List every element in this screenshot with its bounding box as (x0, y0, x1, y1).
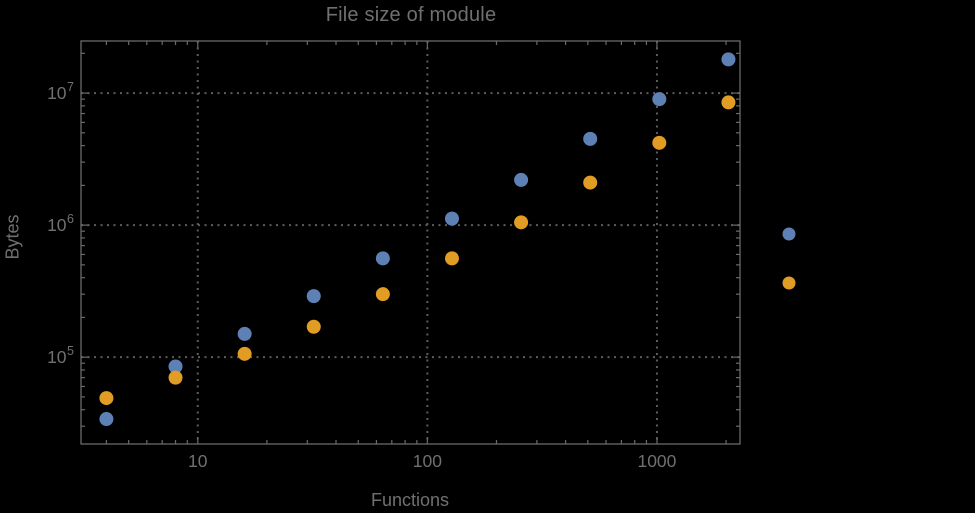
x-tick-label: 10 (188, 451, 208, 471)
axis-tick-labels: 10 100 1000 105 106 107 (47, 80, 677, 471)
x-tick-label: 1000 (637, 451, 676, 471)
data-point (237, 346, 252, 361)
chart-title: File size of module (325, 4, 497, 26)
y-tick-label: 106 (47, 212, 74, 235)
data-point (306, 319, 321, 334)
data-point (721, 95, 736, 110)
data-point (306, 289, 321, 304)
x-tick-label: 100 (413, 451, 442, 471)
data-point (514, 215, 529, 230)
data-point (168, 359, 183, 374)
data-point (583, 131, 598, 146)
data-point (375, 287, 390, 302)
legend-marker (782, 227, 796, 241)
series-blue (99, 52, 736, 427)
y-tick-label: 107 (47, 80, 74, 103)
series-orange (99, 95, 736, 406)
data-point (652, 92, 667, 107)
data-point (444, 211, 459, 226)
data-point (99, 412, 114, 427)
legend (782, 227, 796, 290)
y-tick-label: 105 (47, 344, 74, 367)
gridlines (81, 41, 740, 444)
x-axis-label: Functions (370, 490, 450, 510)
data-point (444, 251, 459, 266)
data-point (721, 52, 736, 67)
data-point (168, 370, 183, 385)
data-point (237, 326, 252, 341)
plot-frame (80, 40, 741, 445)
data-point (514, 172, 529, 187)
data-point (583, 175, 598, 190)
data-point (99, 391, 114, 406)
legend-marker (782, 276, 796, 290)
axis-ticks (81, 41, 740, 444)
data-point (652, 135, 667, 150)
data-point (375, 251, 390, 266)
